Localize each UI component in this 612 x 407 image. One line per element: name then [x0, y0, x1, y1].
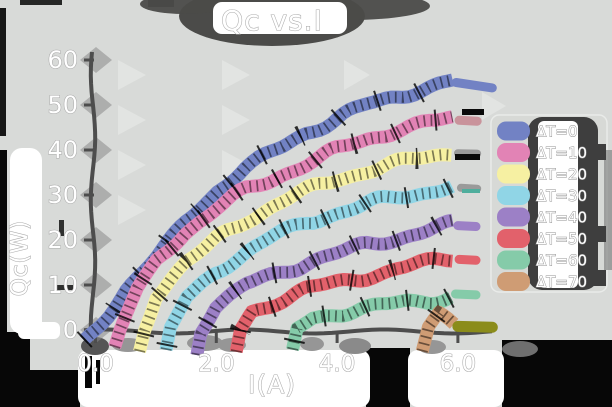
legend-label: ΔT=50: [536, 230, 587, 248]
xticks-panel-right: [408, 350, 504, 407]
x-axis-label: I(A): [248, 370, 296, 399]
black-dashes: [57, 220, 100, 388]
legend-item: ΔT=40: [497, 207, 588, 227]
legend-label: ΔT=40: [536, 209, 587, 227]
legend-swatch: [497, 207, 530, 227]
legend-swatch: [497, 229, 530, 248]
legend-label: ΔT=10: [536, 144, 587, 162]
series-band: [415, 305, 459, 354]
legend-item: ΔT=20: [497, 164, 588, 184]
y-tick-label: 30: [47, 181, 78, 209]
series-end-cap: [451, 289, 481, 300]
x-tick-label: 6.0: [440, 351, 477, 377]
y-tick-shadow: [80, 47, 112, 73]
legend-item: ΔT=0: [497, 121, 578, 141]
xticks-panel-left: [78, 350, 370, 407]
legend-label: ΔT=0: [536, 123, 578, 141]
background-triangles: [118, 60, 506, 225]
series-band: [133, 148, 453, 354]
legend: ΔT=0 ΔT=10 ΔT=20 ΔT=30 ΔT=40 ΔT=50 ΔT=60 ΔT=70: [490, 114, 612, 293]
series-hatch: [80, 74, 454, 345]
y-tick-shadow: [80, 92, 112, 118]
x-tick-label: 4.0: [319, 351, 356, 377]
legend-swatch: [497, 250, 530, 270]
origin-panel: [18, 322, 60, 339]
series-end-cap: [456, 183, 482, 193]
series-end-cap: [452, 320, 498, 333]
legend-items: ΔT=0 ΔT=10 ΔT=20 ΔT=30 ΔT=40 ΔT=50 ΔT=60 ΔT=70: [497, 121, 588, 291]
y-axis-label: Qc(W): [7, 220, 33, 296]
y-axis-spine: [88, 51, 98, 333]
series-end-cap: [453, 221, 481, 231]
legend-item: ΔT=60: [497, 250, 588, 270]
series-band: [286, 291, 454, 351]
legend-label: ΔT=60: [536, 252, 587, 270]
series-end-cap: [454, 115, 482, 126]
series-band: [229, 251, 455, 354]
y-tick-label: 60: [47, 46, 78, 74]
legend-item: ΔT=30: [497, 186, 588, 205]
y-tick-label: 10: [47, 271, 78, 299]
legend-item: ΔT=50: [497, 229, 588, 248]
y-tick-label: 20: [47, 226, 78, 254]
series-band: [190, 213, 455, 357]
series-end-cap: [451, 78, 497, 93]
series-hatch: [109, 111, 454, 349]
series-ΔT=10: [104, 106, 482, 351]
series-lines: [76, 69, 498, 357]
legend-label: ΔT=20: [536, 166, 587, 184]
series-ΔT=50: [225, 247, 481, 354]
legend-swatch: [497, 272, 530, 291]
legend-label: ΔT=30: [536, 187, 587, 205]
x-tick-label: 2.0: [198, 351, 235, 377]
series-ΔT=30: [155, 176, 482, 352]
legend-swatch: [497, 143, 530, 162]
legend-item: ΔT=70: [497, 272, 588, 291]
y-tick-shadow: [80, 227, 112, 253]
legend-label: ΔT=70: [536, 273, 587, 291]
y-tick-label: 0: [63, 316, 78, 344]
title-panel: [213, 2, 347, 34]
legend-swatch: [497, 164, 530, 184]
series-ΔT=40: [186, 209, 481, 357]
y-tick-label: 50: [47, 91, 78, 119]
y-tick-label: 40: [47, 136, 78, 164]
legend-right-shadow: [604, 150, 612, 270]
series-hatch: [160, 181, 455, 351]
y-tick-shadow: [80, 182, 112, 208]
legend-swatch: [497, 121, 530, 141]
series-ΔT=20: [129, 144, 482, 355]
cap-decor-dashes: [455, 109, 484, 193]
series-end-cap: [454, 254, 481, 265]
tick-labels: 0 10 20 30 40 50 60 0.0 2.0 4.0 6.0: [47, 45, 477, 377]
legend-item: ΔT=10: [497, 143, 588, 162]
white-panels: [10, 148, 504, 407]
series-ΔT=60: [282, 288, 481, 352]
chart-title: Qc vs.I: [221, 4, 323, 37]
legend-white-column: [538, 121, 578, 288]
series-ΔT=70: [412, 298, 498, 355]
x-tick-label: 0.0: [77, 351, 114, 377]
ylabel-panel: [10, 148, 42, 334]
legend-swatch: [497, 186, 530, 205]
